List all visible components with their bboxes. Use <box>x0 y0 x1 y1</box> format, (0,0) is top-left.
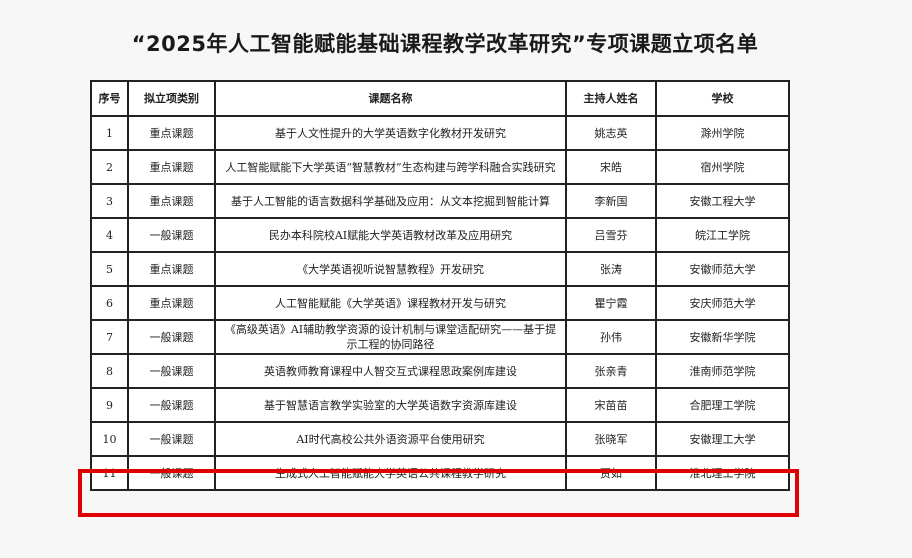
header-category: 拟立项类别 <box>127 80 216 117</box>
table-row: 4 一般课题 民办本科院校AI赋能大学英语教材改革及应用研究 吕雪芬 皖江工学院 <box>90 217 790 253</box>
cell-host: 张晓军 <box>565 421 657 457</box>
header-host: 主持人姓名 <box>565 80 657 117</box>
cell-index: 8 <box>90 353 129 389</box>
cell-host: 宋皓 <box>565 149 657 185</box>
cell-project-name: 《高级英语》AI辅助教学资源的设计机制与课堂适配研究——基于提示工程的协同路径 <box>214 319 567 355</box>
cell-index: 3 <box>90 183 129 219</box>
cell-index: 4 <box>90 217 129 253</box>
cell-category: 重点课题 <box>127 149 216 185</box>
cell-school: 皖江工学院 <box>655 217 790 253</box>
cell-school: 安徽新华学院 <box>655 319 790 355</box>
cell-project-name: 生成式人工智能赋能大学英语公共课程教学研究 <box>214 455 567 491</box>
header-index: 序号 <box>90 80 129 117</box>
table-row: 3 重点课题 基于人工智能的语言数据科学基础及应用：从文本挖掘到智能计算 李新国 安徽工… <box>90 183 790 219</box>
cell-host: 贾如 <box>565 455 657 491</box>
cell-school: 安庆师范大学 <box>655 285 790 321</box>
cell-school: 安徽师范大学 <box>655 251 790 287</box>
cell-category: 一般课题 <box>127 353 216 389</box>
table-row: 1 重点课题 基于人文性提升的大学英语数字化教材开发研究 姚志英 滁州学院 <box>90 115 790 151</box>
cell-index: 7 <box>90 319 129 355</box>
cell-school: 淮南师范学院 <box>655 353 790 389</box>
cell-index: 2 <box>90 149 129 185</box>
cell-host: 张亲青 <box>565 353 657 389</box>
table-row: 2 重点课题 人工智能赋能下大学英语“智慧教材”生态构建与跨学科融合实践研究 宋皓 宿州… <box>90 149 790 185</box>
cell-category: 一般课题 <box>127 387 216 423</box>
table-row: 6 重点课题 人工智能赋能《大学英语》课程教材开发与研究 瞿宁霞 安庆师范大学 <box>90 285 790 321</box>
table-row: 8 一般课题 英语教师教育课程中人智交互式课程思政案例库建设 张亲青 淮南师范学院 <box>90 353 790 389</box>
cell-category: 一般课题 <box>127 455 216 491</box>
document-title: “2025年人工智能赋能基础课程教学改革研究”专项课题立项名单 <box>131 32 759 56</box>
cell-host: 瞿宁霞 <box>565 285 657 321</box>
cell-project-name: 基于人工智能的语言数据科学基础及应用：从文本挖掘到智能计算 <box>214 183 567 219</box>
cell-index: 6 <box>90 285 129 321</box>
table-row: 9 一般课题 基于智慧语言教学实验室的大学英语数字资源库建设 宋苗苗 合肥理工学院 <box>90 387 790 423</box>
cell-project-name: 人工智能赋能下大学英语“智慧教材”生态构建与跨学科融合实践研究 <box>214 149 567 185</box>
table-row: 10 一般课题 AI时代高校公共外语资源平台使用研究 张晓军 安徽理工大学 <box>90 421 790 457</box>
cell-host: 宋苗苗 <box>565 387 657 423</box>
cell-school: 安徽工程大学 <box>655 183 790 219</box>
cell-host: 李新国 <box>565 183 657 219</box>
cell-school: 安徽理工大学 <box>655 421 790 457</box>
cell-index: 1 <box>90 115 129 151</box>
cell-project-name: AI时代高校公共外语资源平台使用研究 <box>214 421 567 457</box>
cell-project-name: 基于智慧语言教学实验室的大学英语数字资源库建设 <box>214 387 567 423</box>
cell-school: 宿州学院 <box>655 149 790 185</box>
cell-project-name: 民办本科院校AI赋能大学英语教材改革及应用研究 <box>214 217 567 253</box>
cell-category: 一般课题 <box>127 217 216 253</box>
cell-project-name: 《大学英语视听说智慧教程》开发研究 <box>214 251 567 287</box>
table-row: 5 重点课题 《大学英语视听说智慧教程》开发研究 张涛 安徽师范大学 <box>90 251 790 287</box>
header-school: 学校 <box>655 80 790 117</box>
cell-school: 滁州学院 <box>655 115 790 151</box>
cell-project-name: 人工智能赋能《大学英语》课程教材开发与研究 <box>214 285 567 321</box>
header-project-name: 课题名称 <box>214 80 567 117</box>
cell-school: 淮北理工学院 <box>655 455 790 491</box>
cell-category: 重点课题 <box>127 251 216 287</box>
cell-host: 孙伟 <box>565 319 657 355</box>
table-header-row: 序号 拟立项类别 课题名称 主持人姓名 学校 <box>90 80 790 117</box>
cell-category: 重点课题 <box>127 285 216 321</box>
cell-category: 一般课题 <box>127 421 216 457</box>
cell-school: 合肥理工学院 <box>655 387 790 423</box>
cell-index: 10 <box>90 421 129 457</box>
cell-category: 一般课题 <box>127 319 216 355</box>
cell-project-name: 英语教师教育课程中人智交互式课程思政案例库建设 <box>214 353 567 389</box>
cell-host: 吕雪芬 <box>565 217 657 253</box>
cell-category: 重点课题 <box>127 115 216 151</box>
project-list-table: 序号 拟立项类别 课题名称 主持人姓名 学校 1 重点课题 基于人文性提升的大学英语… <box>90 80 790 491</box>
cell-category: 重点课题 <box>127 183 216 219</box>
cell-host: 张涛 <box>565 251 657 287</box>
table-row: 7 一般课题 《高级英语》AI辅助教学资源的设计机制与课堂适配研究——基于提示工程的… <box>90 319 790 355</box>
cell-index: 9 <box>90 387 129 423</box>
table-row: 11 一般课题 生成式人工智能赋能大学英语公共课程教学研究 贾如 淮北理工学院 <box>90 455 790 491</box>
cell-host: 姚志英 <box>565 115 657 151</box>
cell-project-name: 基于人文性提升的大学英语数字化教材开发研究 <box>214 115 567 151</box>
cell-index: 11 <box>90 455 129 491</box>
cell-index: 5 <box>90 251 129 287</box>
